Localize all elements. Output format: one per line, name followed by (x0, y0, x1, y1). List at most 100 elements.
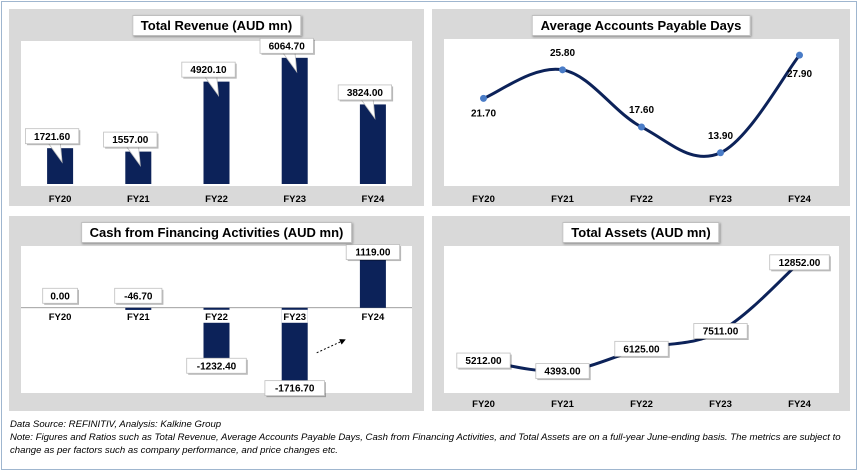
assets-category-label: FY23 (709, 399, 732, 410)
assets-data-label: 7511.00 (693, 323, 749, 341)
revenue-data-label: 1557.00 (103, 131, 159, 168)
assets-label-box (614, 340, 669, 357)
revenue-label-box (259, 37, 314, 54)
revenue-chart-panel: 1721.60 1557.00 4920.10 6064.70 3824.00 FY20 F… (9, 9, 424, 206)
assets-label-box (535, 363, 590, 379)
cff-label-text: 1119.00 (355, 248, 390, 259)
revenue-label-box (337, 84, 393, 101)
assets-chart-panel: 5212.00 4393.00 6125.00 7511.00 12852.00 FY20… (432, 216, 850, 411)
revenue-data-label: 3824.00 (337, 84, 394, 120)
cff-label-text: 0.00 (50, 291, 70, 302)
revenue-label-box (103, 131, 158, 148)
ap-days-plot-area (444, 39, 839, 186)
revenue-category-label: FY22 (205, 194, 228, 205)
revenue-bar (359, 104, 386, 184)
revenue-bar (281, 57, 308, 185)
cff-label-text: -46.70 (124, 291, 153, 302)
revenue-category-label: FY20 (49, 194, 72, 205)
cff-label-box (114, 287, 163, 304)
assets-chart-title: Total Assets (AUD mn) (562, 222, 720, 243)
methodology-note: Note: Figures and Ratios such as Total R… (10, 432, 841, 456)
revenue-chart-title: Total Revenue (AUD mn) (131, 15, 302, 36)
revenue-data-label: 6064.70 (259, 37, 315, 74)
cff-category-label: FY21 (127, 312, 150, 323)
cff-category-label: FY24 (362, 312, 385, 323)
ap-days-category-label: FY20 (472, 194, 495, 205)
cff-bar (125, 307, 152, 310)
revenue-chart: 1721.60 1557.00 4920.10 6064.70 3824.00 FY20 F… (21, 37, 412, 205)
cff-category-label: FY20 (49, 312, 72, 323)
cff-category-label: FY22 (205, 312, 228, 323)
cff-chart-panel: FY20 FY21 FY22 FY23 FY24 0.00 -46.70 -1232.40 -1… (9, 216, 424, 411)
cff-data-label: -1232.40 (186, 357, 248, 375)
assets-plot-area (444, 246, 839, 393)
assets-label-text: 12852.00 (779, 258, 821, 269)
assets-label-box (693, 323, 748, 339)
cff-label-box (345, 244, 401, 260)
cff-trend-arrow (316, 339, 346, 354)
cff-label-box (42, 287, 78, 304)
ap-days-data-label: 17.60 (629, 105, 654, 116)
cff-chart: FY20 FY21 FY22 FY23 FY24 0.00 -46.70 -1232.40 -1… (21, 244, 412, 398)
assets-category-label: FY21 (551, 399, 574, 410)
assets-chart: 5212.00 4393.00 6125.00 7511.00 12852.00 FY20… (444, 246, 839, 410)
ap-days-chart-panel: 21.70 25.80 17.60 13.90 27.90 FY20 FY21 FY22 FY2… (432, 9, 850, 206)
revenue-data-label: 1721.60 (24, 128, 81, 164)
cff-bar (359, 256, 386, 308)
assets-category-label: FY22 (630, 399, 653, 410)
assets-category-label: FY24 (788, 399, 811, 410)
revenue-label-text: 4920.10 (190, 65, 227, 76)
ap-days-point (796, 51, 803, 59)
ap-days-category-label: FY21 (551, 194, 574, 205)
ap-days-data-label: 25.80 (550, 48, 575, 59)
cff-chart-title: Cash from Financing Activities (AUD mn) (80, 222, 353, 243)
assets-data-label: 5212.00 (456, 352, 512, 370)
cff-label-box (264, 380, 325, 397)
cff-data-label: 0.00 (42, 287, 79, 305)
cff-category-label-bg (281, 309, 308, 323)
ap-days-point (638, 123, 645, 131)
footer: Data Source: REFINITIV, Analysis: Kalkin… (10, 418, 850, 457)
revenue-label-text: 6064.70 (269, 41, 306, 52)
assets-data-label: 12852.00 (769, 254, 831, 272)
revenue-category-label: FY24 (362, 194, 385, 205)
assets-label-text: 4393.00 (544, 367, 581, 378)
ap-days-category-label: FY23 (709, 194, 732, 205)
assets-data-label: 6125.00 (614, 340, 670, 358)
assets-category-label: FY20 (472, 399, 495, 410)
cff-category-label-bg (203, 309, 230, 323)
assets-label-box (456, 352, 511, 369)
revenue-category-label: FY21 (127, 194, 150, 205)
cff-data-label: 1119.00 (345, 244, 402, 262)
cff-data-label: -46.70 (114, 287, 164, 305)
revenue-label-text: 3824.00 (347, 88, 384, 99)
ap-days-category-label: FY24 (788, 194, 811, 205)
ap-days-data-label: 27.90 (787, 69, 812, 80)
ap-days-data-label: 21.70 (471, 108, 496, 119)
revenue-label-box (181, 61, 236, 78)
ap-days-point (480, 94, 487, 102)
ap-days-chart-title: Average Accounts Payable Days (531, 15, 751, 36)
ap-days-chart: 21.70 25.80 17.60 13.90 27.90 FY20 FY21 FY22 FY2… (444, 39, 839, 205)
ap-days-data-label: 13.90 (708, 131, 733, 142)
assets-data-label: 4393.00 (535, 363, 591, 381)
assets-label-text: 5212.00 (465, 356, 502, 367)
cff-data-label: -1716.70 (264, 380, 326, 398)
revenue-bar (203, 81, 230, 184)
revenue-data-label: 4920.10 (181, 61, 237, 98)
revenue-label-text: 1721.60 (34, 132, 71, 143)
assets-label-box (769, 254, 830, 271)
revenue-label-text: 1557.00 (112, 135, 149, 146)
assets-label-text: 6125.00 (623, 344, 660, 355)
cff-category-label: FY23 (283, 312, 306, 323)
assets-label-text: 7511.00 (703, 327, 739, 338)
cff-label-box (186, 357, 247, 374)
revenue-label-box (24, 128, 80, 145)
cff-label-text: -1232.40 (197, 361, 237, 372)
ap-days-category-label: FY22 (630, 194, 653, 205)
data-source-note: Data Source: REFINITIV, Analysis: Kalkin… (10, 419, 222, 430)
revenue-category-label: FY23 (283, 194, 306, 205)
ap-days-point (559, 66, 566, 74)
ap-days-point (717, 149, 724, 157)
